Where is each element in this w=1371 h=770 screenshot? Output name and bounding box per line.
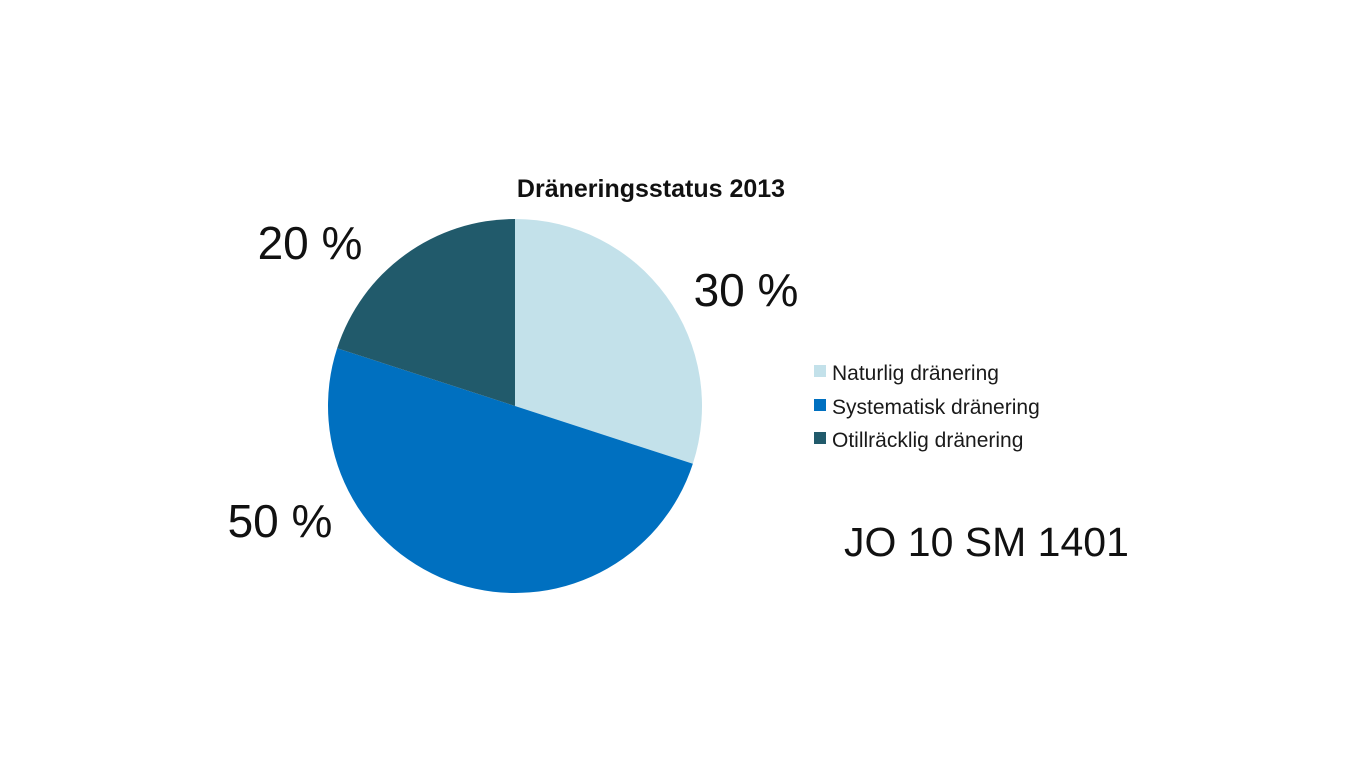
legend-label-systematisk: Systematisk dränering xyxy=(832,396,1040,419)
legend-swatch-otillracklig xyxy=(814,432,826,444)
pie-slices xyxy=(327,219,703,593)
legend-label-otillracklig: Otillräcklig dränering xyxy=(832,429,1023,452)
legend-swatch-systematisk xyxy=(814,399,826,411)
slice-naturlig xyxy=(515,219,703,464)
legend-swatch-naturlig xyxy=(814,365,826,377)
slice-label-otillracklig: 20 % xyxy=(258,217,363,269)
chart-title: Dräneringsstatus 2013 xyxy=(517,175,785,203)
slice-otillracklig xyxy=(337,219,515,406)
legend: Naturlig dränering Systematisk dränering… xyxy=(814,362,1040,452)
slice-label-naturlig: 30 % xyxy=(694,264,799,316)
legend-label-naturlig: Naturlig dränering xyxy=(832,362,999,385)
slice-systematisk xyxy=(327,348,693,593)
publication-code: JO 10 SM 1401 xyxy=(844,519,1129,565)
slice-label-systematisk: 50 % xyxy=(228,495,333,547)
